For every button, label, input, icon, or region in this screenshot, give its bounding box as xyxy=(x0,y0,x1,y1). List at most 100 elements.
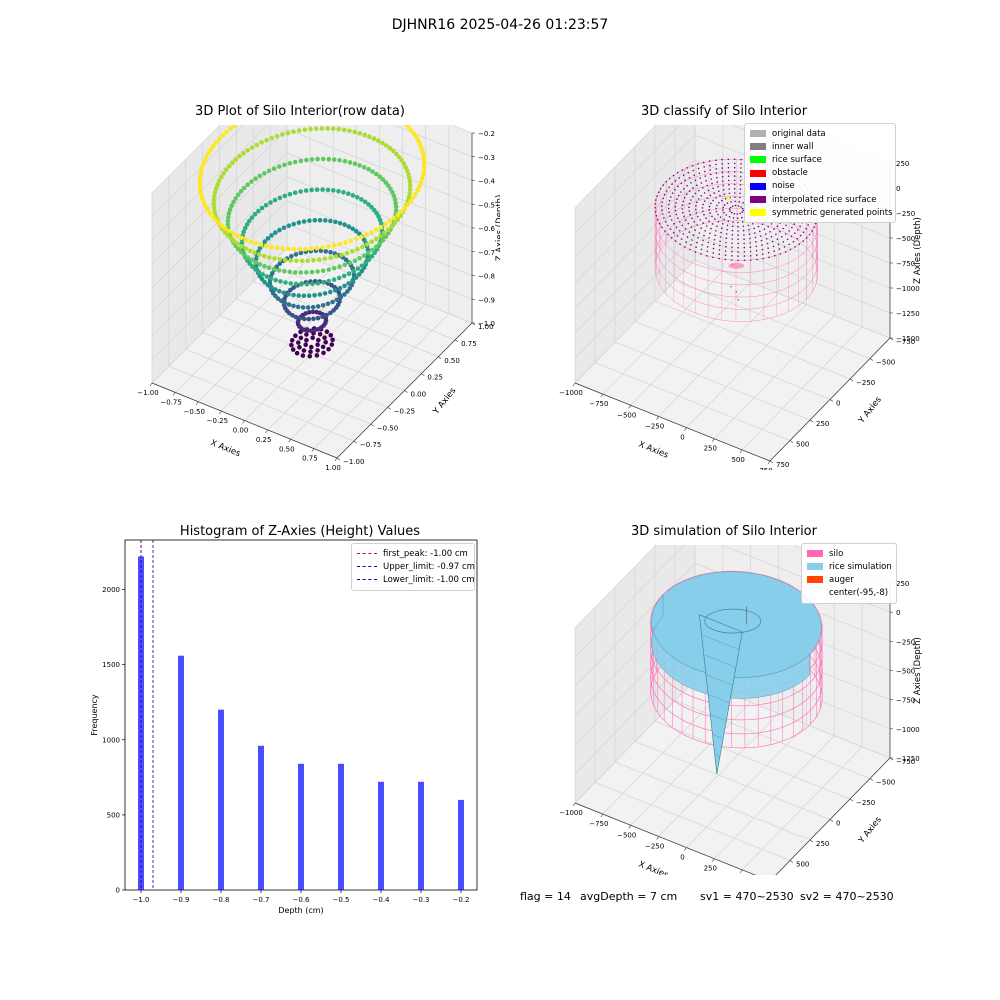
surface-point xyxy=(729,210,731,212)
x-tick-label: −250 xyxy=(645,422,664,430)
surface-point xyxy=(725,233,728,235)
surface-point xyxy=(684,246,686,248)
scatter-point xyxy=(200,197,205,202)
surface-point xyxy=(761,223,764,225)
scatter-point xyxy=(231,238,237,244)
legend-label: original data xyxy=(772,128,826,139)
surface-point xyxy=(749,242,751,244)
scatter-point xyxy=(297,246,302,252)
scatter-point xyxy=(219,174,224,180)
scatter-point xyxy=(406,125,411,130)
x-tick-label: 750 xyxy=(759,467,772,470)
z-tick-label: −1500 xyxy=(896,335,920,343)
scatter-point xyxy=(224,129,229,135)
scatter-point xyxy=(411,131,417,137)
scatter-point xyxy=(304,270,309,275)
scatter-point xyxy=(318,248,324,254)
scatter-point xyxy=(291,221,296,227)
x-tick-label: 0 xyxy=(680,434,684,442)
surface-point xyxy=(716,225,718,228)
scatter-point xyxy=(406,194,412,200)
x-tick-label: −1.0 xyxy=(133,896,150,904)
surface-point xyxy=(725,214,728,216)
x-tick xyxy=(242,420,245,424)
scatter-point xyxy=(383,221,388,227)
scatter-point xyxy=(347,128,352,134)
y-tick xyxy=(370,424,374,427)
z-tick-label: −250 xyxy=(896,638,915,646)
scatter-point xyxy=(322,291,328,296)
scatter-point xyxy=(409,128,414,133)
scatter-point xyxy=(320,344,326,350)
scatter-point xyxy=(320,314,325,320)
scatter-point xyxy=(311,257,316,263)
z-tick-label: −750 xyxy=(896,697,915,705)
scatter-point xyxy=(294,258,299,264)
classify-legend: original data inner wall rice surface obsta… xyxy=(744,123,896,224)
scatter-point xyxy=(272,197,278,203)
surface-point xyxy=(731,211,733,214)
scatter-point xyxy=(223,167,229,173)
legend-entry: rice surface xyxy=(750,153,890,166)
legend-line xyxy=(357,579,377,581)
scatter-point xyxy=(295,304,301,310)
surface-point xyxy=(715,163,717,166)
z-axis-label: Z Axies (Depth) xyxy=(913,217,923,284)
scatter-point xyxy=(420,149,425,154)
legend-entry: noise xyxy=(750,180,890,193)
surface-point xyxy=(747,224,750,227)
surface-point xyxy=(703,170,706,173)
surface-point xyxy=(674,209,677,212)
surface-point xyxy=(777,243,780,246)
scatter-point xyxy=(221,171,226,176)
surface-point xyxy=(685,219,687,221)
scatter-point xyxy=(315,315,321,321)
sv1-label: sv1 = 470~2530 xyxy=(700,890,794,903)
z-tick-label: −0.7 xyxy=(478,249,495,257)
surface-point xyxy=(718,257,720,260)
x-axis-line xyxy=(574,382,771,462)
grid-line xyxy=(392,125,473,158)
scatter-point xyxy=(289,338,295,343)
scatter-point xyxy=(391,193,397,199)
scatter-point xyxy=(254,142,260,148)
surface-point xyxy=(704,230,706,232)
surface-point xyxy=(739,184,742,186)
scatter-point xyxy=(374,171,379,177)
surface-point xyxy=(728,192,731,195)
scatter-point xyxy=(211,201,217,207)
y-axis-label: Y Axies xyxy=(856,815,884,847)
surface-point xyxy=(655,199,657,201)
surface-point xyxy=(709,194,712,197)
scatter-point xyxy=(350,226,355,232)
surface-point xyxy=(716,181,719,183)
surface-point xyxy=(770,235,773,238)
funnel-mesh-line xyxy=(705,674,733,686)
surface-point xyxy=(813,226,815,229)
surface-point xyxy=(799,225,801,228)
scatter-point xyxy=(297,344,302,350)
surface-point xyxy=(674,240,677,242)
scatter-point xyxy=(339,252,344,258)
surface-point xyxy=(677,217,679,219)
scatter-point xyxy=(217,136,222,142)
grid-line xyxy=(286,152,473,229)
surface-point xyxy=(695,205,697,207)
scatter-point xyxy=(355,266,361,271)
surface-point xyxy=(720,231,722,234)
scatter-point xyxy=(293,314,299,320)
surface-point xyxy=(710,227,712,230)
scatter-point xyxy=(296,220,302,225)
x-tick xyxy=(628,405,631,409)
scatter-point xyxy=(308,328,314,334)
scatter-point xyxy=(337,158,342,163)
surface-point xyxy=(779,253,782,255)
scatter-point xyxy=(304,332,309,337)
legend-label: inner wall xyxy=(772,141,814,152)
scatter-point xyxy=(291,303,296,309)
histogram-legend: first_peak: -1.00 cm Upper_limit: -0.97 c… xyxy=(351,543,475,591)
z-tick-label: −0.8 xyxy=(478,273,495,281)
surface-point xyxy=(742,225,745,228)
scatter-point xyxy=(306,293,312,298)
scatter-point xyxy=(257,173,263,179)
